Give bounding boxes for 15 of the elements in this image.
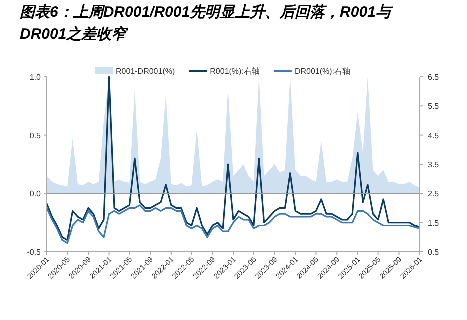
y-tick-label: -0.5	[27, 248, 42, 257]
y2-tick-label: 6.5	[428, 73, 440, 82]
y2-tick-label: 3.5	[428, 160, 440, 170]
y2-tick-label: 1.5	[428, 218, 440, 228]
chart-title: 图表6：上周DR001/R001先明显上升、后回落，R001与DR001之差收窄	[20, 3, 394, 45]
y-tick-label: 0.0	[30, 190, 42, 199]
y2-tick-label: 4.5	[428, 131, 440, 140]
legend-label: R001(%):右轴	[210, 67, 260, 76]
y2-tick-label: 2.5	[428, 190, 440, 199]
y2-tick-label: 5.5	[428, 102, 440, 112]
legend-label: DR001(%):右轴	[294, 67, 351, 76]
legend-label: R001-DR001(%)	[116, 67, 176, 76]
y-tick-label: 0.5	[30, 131, 42, 140]
y2-tick-label: 0.5	[428, 248, 440, 257]
y-tick-label: 1.0	[30, 73, 42, 82]
